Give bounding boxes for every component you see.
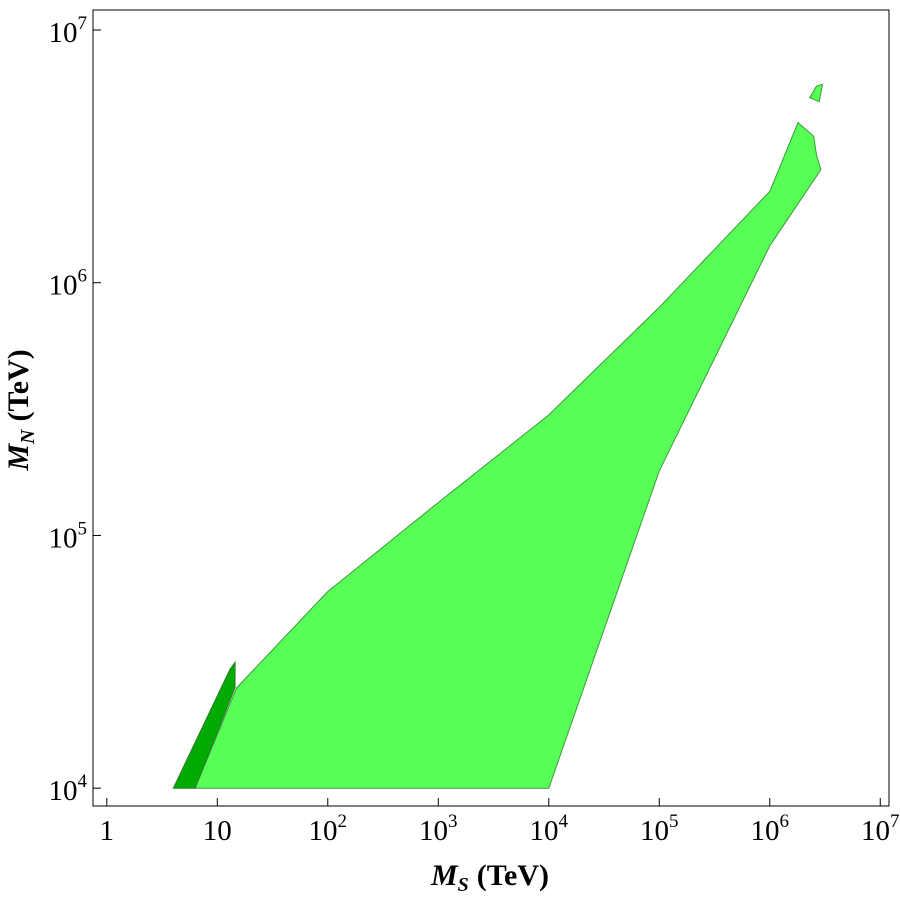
regions <box>172 83 824 789</box>
x-tick-label: 105 <box>640 811 679 847</box>
y-axis-title: MN(TeV) <box>2 349 39 471</box>
y-tick-label: 106 <box>49 266 88 302</box>
y-tick-label: 107 <box>49 13 88 49</box>
x-tick-label: 102 <box>309 811 348 847</box>
x-tick-label: 103 <box>419 811 458 847</box>
plot-frame <box>92 9 890 807</box>
x-tick-label: 106 <box>751 811 790 847</box>
x-ticks: 1 10 102 103 104 105 106 107 <box>100 798 900 847</box>
y-ticks: 104 105 106 107 <box>49 13 101 807</box>
region-1 <box>172 660 236 789</box>
y-tick-label: 104 <box>49 771 88 807</box>
x-tick-label: 104 <box>530 811 569 847</box>
y-tick-label: 105 <box>49 518 88 554</box>
x-tick-label: 1 <box>100 815 115 847</box>
region-0 <box>194 121 822 789</box>
x-axis-title: MS (TeV) <box>430 859 549 896</box>
region-2 <box>808 83 824 103</box>
x-tick-label: 107 <box>861 811 900 847</box>
x-tick-label: 10 <box>203 815 232 847</box>
